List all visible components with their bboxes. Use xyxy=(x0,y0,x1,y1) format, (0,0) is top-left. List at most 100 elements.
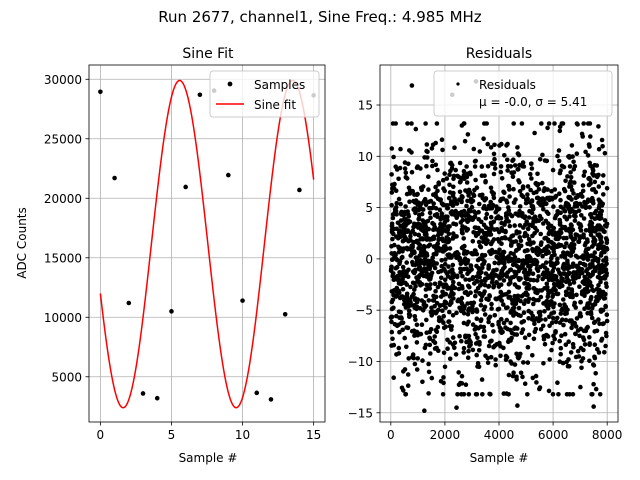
residual-point xyxy=(577,201,583,207)
residual-point xyxy=(440,392,446,397)
residual-point xyxy=(427,266,433,271)
residual-point xyxy=(412,250,417,255)
residual-point xyxy=(418,258,423,263)
residuals-xtick-label: 2000 xyxy=(430,428,461,442)
residual-point xyxy=(438,268,444,274)
residuals-ytick-label: −5 xyxy=(355,304,373,318)
residual-point xyxy=(399,385,405,391)
residual-point xyxy=(433,245,439,250)
residual-point xyxy=(551,315,556,321)
residual-point xyxy=(483,215,489,221)
residual-point xyxy=(568,222,574,227)
residual-point xyxy=(431,252,437,257)
residual-point xyxy=(438,197,444,202)
residual-point xyxy=(512,269,517,275)
residual-point xyxy=(397,295,403,301)
residual-point xyxy=(390,215,396,221)
residuals-ytick-label: −10 xyxy=(348,355,373,369)
residual-point xyxy=(451,173,457,179)
residual-point xyxy=(597,321,602,327)
residual-point xyxy=(522,281,527,286)
residual-point xyxy=(521,164,527,169)
residual-point xyxy=(521,301,527,307)
residual-point xyxy=(596,283,601,288)
residuals-ytick-label: −15 xyxy=(348,406,373,420)
residual-point xyxy=(397,165,403,171)
residual-point xyxy=(563,178,568,184)
residual-point xyxy=(398,146,403,152)
residual-point xyxy=(563,317,569,323)
residual-point xyxy=(561,186,567,192)
residual-point xyxy=(475,257,481,263)
residual-point xyxy=(543,235,549,241)
residual-point xyxy=(389,264,394,270)
residual-point xyxy=(412,361,418,367)
residuals-legend-marker xyxy=(456,82,460,86)
residual-point xyxy=(496,284,502,289)
residual-point xyxy=(490,277,495,282)
residual-point xyxy=(469,250,474,256)
residual-point xyxy=(525,276,531,282)
residual-point xyxy=(451,221,456,226)
residual-point xyxy=(400,327,406,333)
residual-point xyxy=(405,383,411,389)
residual-point xyxy=(391,154,396,160)
residual-point xyxy=(441,350,447,356)
residual-point xyxy=(604,271,609,276)
residual-point xyxy=(454,201,460,206)
residual-point xyxy=(430,220,435,226)
residual-point xyxy=(551,265,557,271)
residual-point xyxy=(429,146,435,151)
residual-point xyxy=(576,221,581,226)
residual-point xyxy=(402,166,408,171)
residual-point xyxy=(539,201,545,206)
residual-point xyxy=(571,213,577,218)
residual-point xyxy=(540,253,545,259)
residual-point xyxy=(551,225,557,231)
residual-point xyxy=(498,164,504,169)
residual-point xyxy=(522,381,528,387)
residual-point xyxy=(592,268,598,273)
residual-point xyxy=(527,267,533,273)
residual-point xyxy=(492,156,497,162)
residual-point xyxy=(530,233,535,239)
residual-point xyxy=(450,335,456,340)
residual-point xyxy=(549,255,554,261)
residual-point xyxy=(579,254,585,260)
residual-point xyxy=(417,272,423,278)
residual-point xyxy=(441,320,446,326)
residual-point xyxy=(426,369,432,375)
residual-point xyxy=(461,345,467,351)
residual-point xyxy=(465,333,470,339)
residual-point xyxy=(545,333,550,339)
residual-point xyxy=(389,190,395,195)
residual-point xyxy=(555,291,561,297)
residual-point xyxy=(416,216,422,221)
residual-point xyxy=(561,235,566,241)
residual-point xyxy=(598,279,603,285)
residual-point xyxy=(501,278,507,283)
residual-point xyxy=(504,291,509,297)
sine-fit-ytick-label: 10000 xyxy=(44,311,82,325)
residual-point xyxy=(541,361,546,366)
residual-point xyxy=(412,200,418,205)
residual-point xyxy=(591,381,596,387)
residual-point xyxy=(482,304,488,310)
residual-point xyxy=(410,243,415,248)
residual-point xyxy=(553,330,558,335)
residual-point xyxy=(565,260,570,266)
residual-point xyxy=(504,200,510,205)
residual-point xyxy=(555,209,560,214)
residual-outlier-point xyxy=(591,404,596,409)
residual-point xyxy=(530,271,536,277)
residual-point xyxy=(549,245,555,251)
residual-point xyxy=(530,222,535,227)
residual-point xyxy=(543,260,549,265)
residual-point xyxy=(553,243,558,249)
residual-point xyxy=(409,121,414,126)
residual-point xyxy=(561,263,566,268)
sine-fit-legend-label: Sine fit xyxy=(254,98,296,112)
residual-point xyxy=(483,196,489,201)
residual-point xyxy=(468,196,474,202)
residual-point xyxy=(443,282,449,287)
